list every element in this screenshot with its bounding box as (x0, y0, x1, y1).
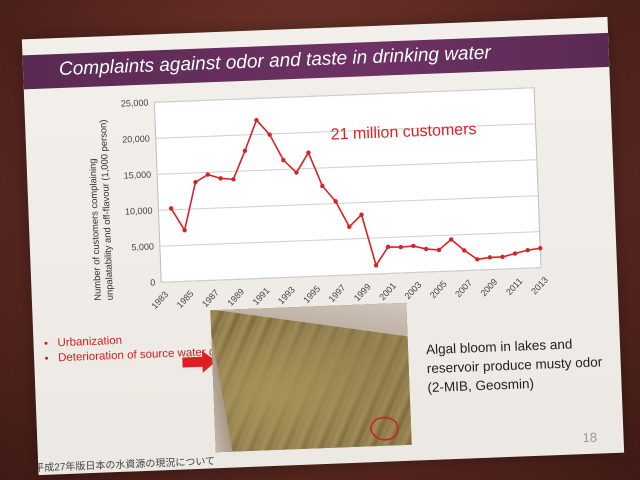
x-tick-label: 1995 (301, 284, 322, 305)
data-point (205, 172, 211, 177)
x-tick-label: 1983 (149, 289, 170, 310)
plot-area (153, 87, 542, 283)
x-tick-label: 2003 (403, 280, 424, 301)
data-point (281, 157, 286, 163)
data-point (373, 263, 379, 268)
data-point (347, 224, 352, 229)
data-point (182, 227, 187, 233)
data-point (512, 251, 518, 256)
data-point (411, 243, 416, 249)
y-tick-label: 25,000 (121, 98, 149, 109)
series-group (168, 117, 543, 268)
data-point (500, 254, 505, 260)
data-point (218, 176, 223, 181)
x-tick-label: 2009 (478, 277, 499, 298)
x-tick-label: 2007 (453, 278, 474, 299)
x-tick-label: 1989 (225, 287, 246, 308)
algal-bloom-photo (210, 302, 412, 453)
data-point (254, 117, 259, 123)
data-point (462, 248, 467, 253)
x-tick-label: 2001 (377, 281, 398, 302)
data-point (267, 132, 272, 137)
highlight-circle-icon (370, 416, 399, 441)
data-point (242, 148, 248, 153)
data-point (359, 212, 364, 217)
grid-lines (154, 87, 542, 283)
x-tick-label: 1991 (251, 286, 272, 307)
y-tick-label: 5,000 (131, 241, 154, 252)
x-tick-label: 1999 (352, 282, 373, 303)
data-point (448, 237, 454, 242)
slide-title: Complaints against odor and taste in dri… (58, 42, 492, 80)
y-tick-label: 0 (150, 277, 155, 287)
data-point (294, 170, 299, 175)
x-tick-label: 2011 (504, 276, 524, 297)
data-point (385, 244, 391, 250)
x-tick-label: 1985 (175, 288, 196, 309)
source-note: 平成27年版日本の水資源の現況について (34, 456, 216, 475)
slide: Complaints against odor and taste in dri… (21, 16, 625, 476)
photo-concrete-ledge (210, 302, 412, 341)
y-axis-label-line-1: Number of customers complaining (86, 158, 102, 301)
data-point (231, 177, 236, 182)
grid-line-10000 (158, 195, 539, 211)
x-tick-label: 2013 (529, 275, 550, 296)
data-point (475, 257, 480, 262)
photo-concrete-wall (210, 309, 236, 453)
grid-line-0 (161, 267, 542, 283)
algal-bloom-text: Algal bloom in lakes and reservoir produ… (425, 336, 603, 396)
data-point (525, 247, 530, 253)
data-point (538, 246, 543, 251)
x-tick-label: 2005 (428, 279, 449, 300)
page-number: 18 (582, 429, 598, 446)
x-tick-label: 1987 (200, 287, 221, 308)
chart-annotation: 21 million customers (330, 121, 476, 144)
data-point (436, 247, 442, 253)
data-point (487, 255, 493, 260)
data-point (398, 244, 403, 250)
grid-line-25000 (154, 87, 535, 103)
grid-line-15000 (157, 159, 537, 175)
y-tick-labels: 0 5,000 10,000 15,000 20,000 25,000 (121, 98, 156, 288)
data-point (333, 199, 338, 204)
data-point (306, 150, 311, 155)
y-axis-label: Number of customers complaining unpalata… (86, 119, 114, 301)
data-point (168, 206, 174, 211)
data-point (320, 183, 325, 189)
data-point (423, 246, 429, 252)
data-point (193, 180, 198, 185)
grid-line-5000 (159, 231, 540, 247)
right-arrow-icon (182, 350, 217, 373)
y-tick-label: 20,000 (122, 134, 150, 145)
y-tick-label: 15,000 (123, 170, 151, 181)
y-tick-label: 10,000 (125, 206, 153, 217)
grid-line-20000 (155, 123, 536, 139)
x-tick-label: 1997 (327, 283, 348, 304)
x-tick-label: 1993 (276, 285, 297, 306)
